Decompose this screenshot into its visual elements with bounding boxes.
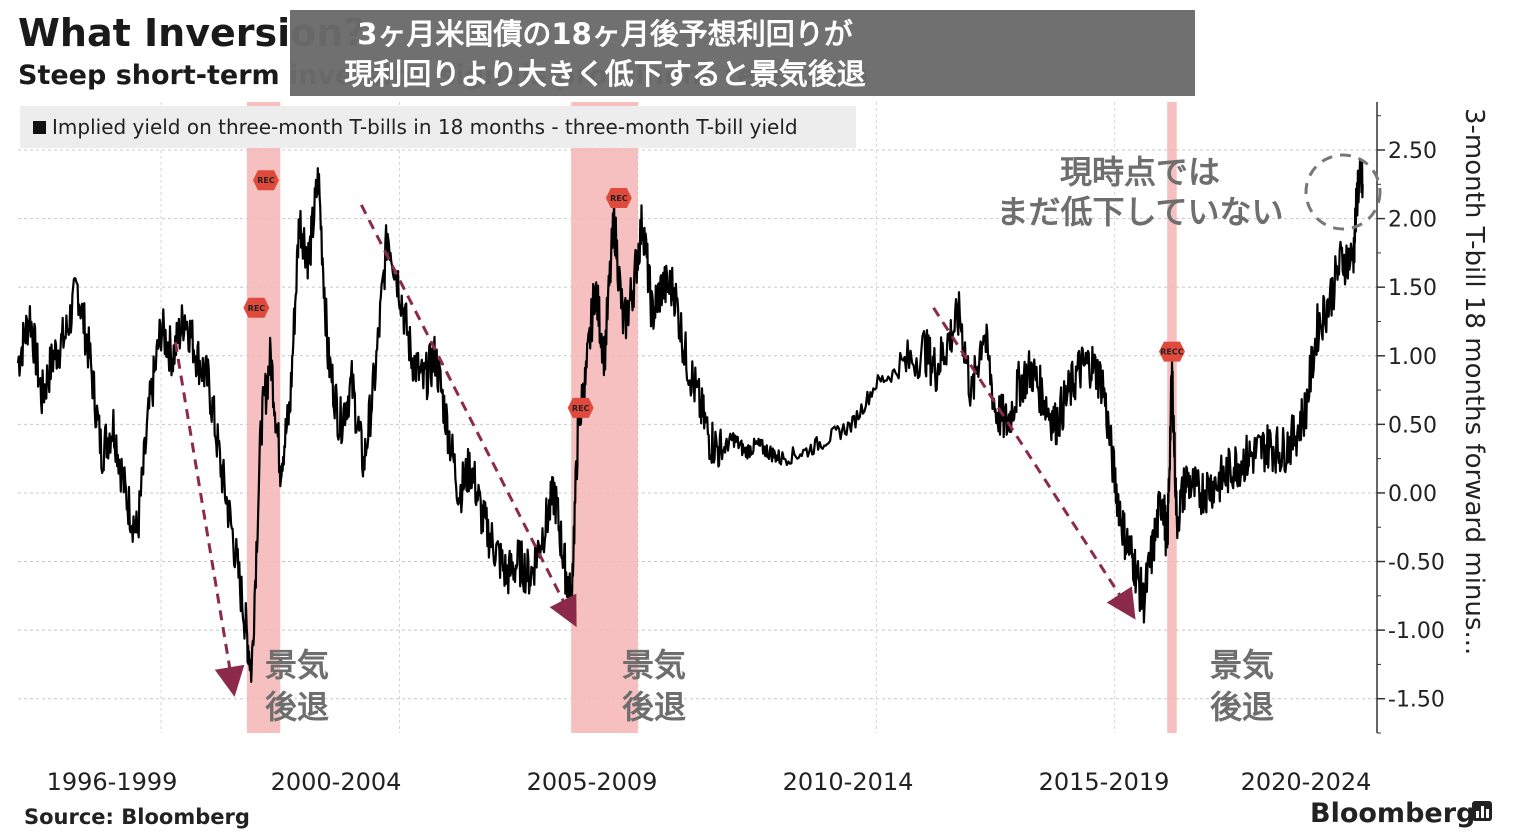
recession-marker-label: REC [610, 194, 628, 203]
trend-arrow [173, 341, 245, 697]
y-tick-label: 2.50 [1388, 139, 1437, 164]
legend-label: Implied yield on three-month T-bills in … [52, 115, 798, 139]
overlay-line-2: 現利回りより大きく低下すると景気後退 [344, 57, 865, 91]
y-tick-label: 1.50 [1388, 276, 1437, 301]
y-tick-label: 0.50 [1388, 413, 1437, 438]
y-tick-label: 2.00 [1388, 208, 1437, 233]
series-layer [16, 159, 1364, 683]
recession-marker-label: REC [572, 404, 590, 413]
y-tick-label: -1.50 [1388, 688, 1445, 713]
recession-marker-shape [243, 297, 270, 318]
x-tick-label: 2000-2004 [271, 768, 402, 796]
y-tick-label: 1.00 [1388, 345, 1437, 370]
recession-marker: RECC [1158, 341, 1185, 362]
legend-swatch [33, 121, 46, 134]
y-axis: 2.50 2.00 1.50 1.00 0.50 0.00 -0.50 -1.00 -1.50 [1376, 102, 1445, 734]
trend-arrow [359, 204, 577, 628]
recession-marker: REC [605, 188, 632, 209]
recession-label-1-line-1: 景気 [265, 646, 329, 684]
recession-marker-shape [605, 188, 632, 209]
bloomberg-logo: Bloomberg [1310, 798, 1475, 829]
recession-label-2-line-2: 後退 [622, 688, 686, 726]
chart-icon [1472, 801, 1492, 821]
x-axis: 1996-1999 2000-2004 2005-2009 2010-2014 2015… [47, 768, 1372, 796]
y-tick-label: -1.00 [1388, 619, 1445, 644]
recession-marker-label: REC [248, 304, 266, 313]
series-line [16, 159, 1364, 683]
trend-arrows [173, 204, 1136, 697]
recession-marker: REC [567, 397, 594, 418]
recession-label-1-line-2: 後退 [265, 688, 329, 726]
recession-label-3-line-2: 後退 [1210, 688, 1274, 726]
y-tick-label: -0.50 [1388, 551, 1445, 576]
x-tick-label: 2005-2009 [527, 768, 658, 796]
recession-marker-shape [567, 397, 594, 418]
recession-label-3-line-1: 景気 [1210, 646, 1274, 684]
overlay-line-1: 3ヶ月米国債の18ヶ月後予想利回りが [357, 17, 853, 51]
recession-marker: REC [243, 297, 270, 318]
recession-marker-label: RECC [1160, 348, 1183, 357]
recession-marker: REC [252, 170, 279, 191]
x-tick-label: 2020-2024 [1241, 768, 1372, 796]
source-note: Source: Bloomberg [24, 805, 250, 829]
recession-label-2-line-1: 景気 [622, 646, 686, 684]
x-tick-label: 2010-2014 [783, 768, 914, 796]
trend-arrow [932, 306, 1136, 620]
legend-box [20, 106, 856, 148]
x-tick-label: 1996-1999 [47, 768, 178, 796]
recession-marker-shape [1158, 341, 1185, 362]
annotation-now-line-1: 現時点では [1060, 153, 1220, 191]
recession-markers: REC REC REC REC RECC [243, 170, 1185, 418]
translation-overlay [290, 10, 1195, 96]
current-value-circle [1304, 153, 1382, 231]
annotation-now-line-2: まだ低下していない [996, 193, 1283, 231]
y-axis-title: 3-month T-bill 18 months forward minus..… [1459, 108, 1489, 655]
y-tick-label: 0.00 [1388, 482, 1437, 507]
recession-marker-shape [252, 170, 279, 191]
gridlines [18, 102, 1377, 733]
x-tick-label: 2015-2019 [1039, 768, 1170, 796]
recession-marker-label: REC [257, 176, 275, 185]
